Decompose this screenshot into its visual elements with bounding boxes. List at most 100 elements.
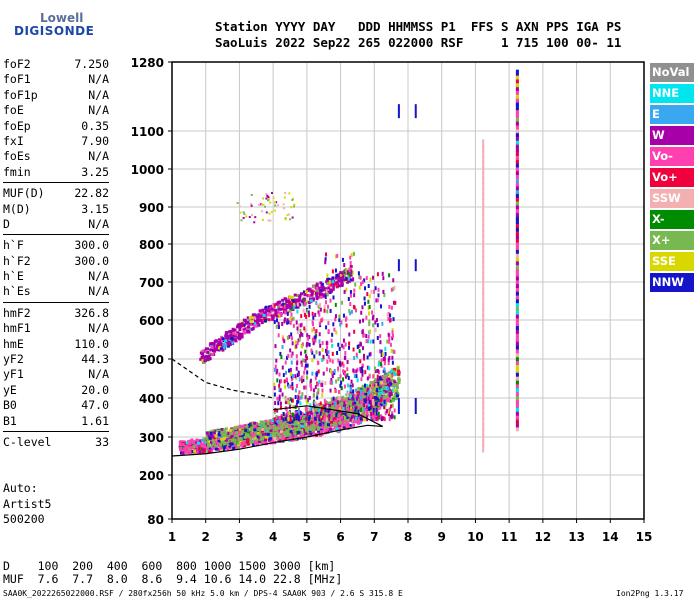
echo-point bbox=[282, 372, 285, 377]
echo-point bbox=[321, 383, 324, 388]
echo-point bbox=[353, 356, 356, 361]
echo-point bbox=[236, 202, 239, 205]
echo-point bbox=[387, 386, 390, 391]
echo-point bbox=[303, 385, 306, 390]
echo-point bbox=[324, 292, 327, 297]
echo-point bbox=[261, 427, 265, 431]
param-name: foF1p bbox=[3, 87, 38, 102]
echo-point bbox=[317, 310, 320, 315]
echo-point bbox=[296, 326, 299, 331]
echo-point bbox=[482, 357, 485, 366]
echo-point bbox=[515, 199, 519, 206]
echo-point bbox=[378, 385, 381, 390]
echo-point bbox=[351, 270, 354, 275]
echo-point bbox=[231, 428, 235, 432]
echo-point bbox=[482, 250, 485, 259]
echo-point bbox=[260, 321, 264, 325]
echo-point bbox=[313, 393, 316, 398]
echo-point bbox=[311, 350, 314, 355]
echo-point bbox=[300, 395, 303, 400]
echo-point bbox=[342, 278, 346, 282]
echo-point bbox=[302, 434, 306, 438]
echo-point bbox=[231, 334, 235, 338]
echo-point bbox=[311, 358, 314, 363]
x-tick-label: 9 bbox=[438, 530, 446, 544]
echo-point bbox=[482, 351, 485, 360]
echo-point bbox=[342, 345, 345, 350]
echo-point bbox=[188, 442, 192, 446]
echo-point bbox=[515, 176, 519, 183]
param-name: fxI bbox=[3, 133, 24, 148]
echo-point bbox=[300, 424, 304, 428]
echo-point bbox=[259, 311, 263, 315]
echo-point bbox=[308, 335, 311, 340]
echo-point bbox=[352, 347, 355, 352]
echo-point bbox=[391, 399, 395, 403]
echo-point bbox=[370, 410, 374, 414]
echo-point bbox=[393, 386, 396, 391]
echo-point bbox=[262, 197, 265, 200]
echo-point bbox=[482, 335, 485, 344]
echo-point bbox=[198, 450, 202, 454]
echo-point bbox=[361, 280, 364, 285]
echo-point bbox=[375, 414, 378, 419]
echo-point bbox=[314, 416, 317, 421]
echo-point bbox=[359, 367, 362, 372]
echo-point bbox=[316, 403, 320, 407]
echo-point bbox=[315, 403, 318, 408]
echo-point bbox=[515, 77, 519, 84]
echo-point bbox=[296, 384, 299, 389]
echo-point bbox=[356, 390, 360, 394]
echo-point bbox=[326, 352, 329, 357]
echo-point bbox=[515, 278, 519, 285]
echo-point bbox=[350, 253, 353, 258]
echo-point bbox=[264, 426, 268, 430]
echo-point bbox=[312, 326, 315, 331]
echo-point bbox=[279, 307, 283, 311]
echo-point bbox=[515, 100, 519, 107]
echo-point bbox=[333, 409, 336, 414]
echo-point bbox=[323, 304, 326, 309]
echo-point bbox=[397, 369, 401, 373]
echo-point bbox=[321, 341, 324, 346]
echo-point bbox=[281, 344, 284, 349]
echo-point bbox=[298, 429, 302, 433]
param-divider bbox=[3, 301, 109, 303]
echo-point bbox=[230, 337, 234, 341]
echo-point bbox=[334, 302, 337, 307]
echo-point bbox=[280, 415, 283, 420]
echo-point bbox=[240, 322, 244, 326]
echo-point bbox=[388, 383, 391, 388]
echo-point bbox=[515, 146, 519, 153]
echo-point bbox=[300, 344, 303, 349]
echo-point bbox=[283, 317, 286, 322]
echo-point bbox=[252, 433, 256, 437]
echo-point bbox=[282, 426, 286, 430]
echo-point bbox=[391, 411, 394, 416]
echo-point bbox=[355, 396, 358, 401]
echo-point bbox=[334, 276, 338, 280]
echo-point bbox=[366, 407, 370, 411]
echo-point bbox=[273, 433, 277, 437]
echo-point bbox=[295, 320, 298, 325]
echo-point bbox=[348, 345, 351, 350]
echo-point bbox=[255, 315, 259, 319]
echo-point bbox=[391, 328, 394, 333]
echo-point bbox=[228, 446, 232, 450]
echo-point bbox=[277, 321, 280, 326]
echo-point bbox=[350, 402, 354, 406]
echo-point bbox=[382, 416, 385, 421]
echo-point bbox=[262, 422, 266, 426]
echo-point bbox=[255, 324, 259, 328]
echo-point bbox=[515, 184, 519, 191]
echo-point bbox=[394, 383, 398, 387]
echo-point bbox=[315, 291, 319, 295]
echo-point bbox=[228, 441, 232, 445]
echo-point bbox=[338, 314, 341, 319]
echo-point bbox=[294, 421, 298, 425]
echo-point bbox=[373, 414, 376, 419]
echo-point bbox=[281, 392, 284, 397]
echo-point bbox=[274, 437, 278, 441]
echo-point bbox=[295, 354, 298, 359]
echo-point bbox=[315, 290, 319, 294]
